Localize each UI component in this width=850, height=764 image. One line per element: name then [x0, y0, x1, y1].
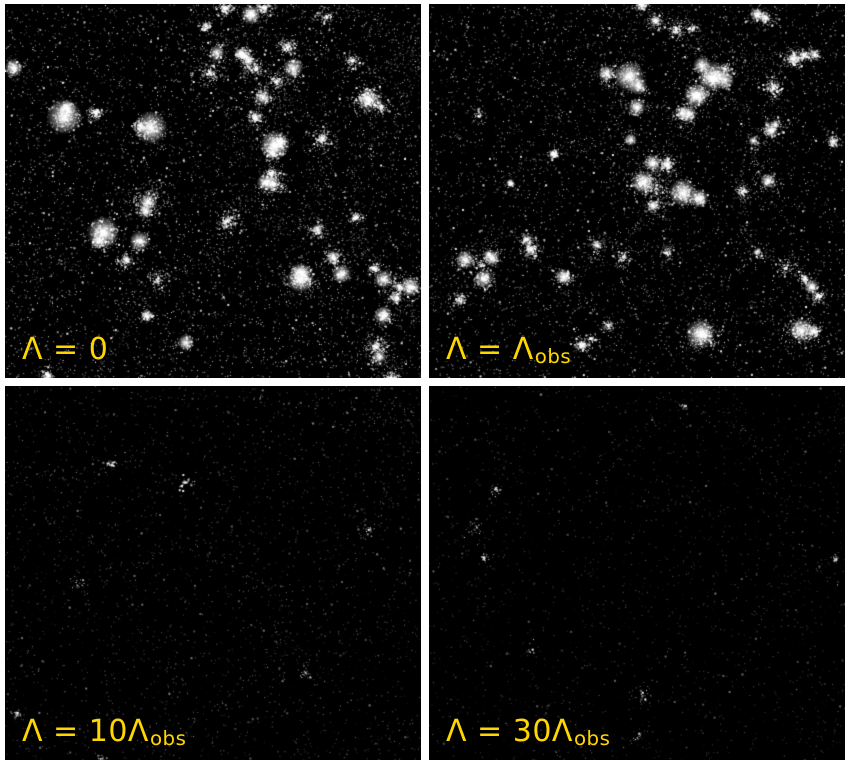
panel-lambda-0: Λ = 0: [5, 4, 421, 378]
panel-lambda-10obs: Λ = 10Λobs: [5, 386, 421, 760]
panel-label-lambda-30obs: Λ = 30Λobs: [446, 714, 611, 750]
panel-label-main: Λ = Λ: [446, 332, 534, 367]
starfield-canvas-lambda-30obs: [429, 386, 845, 760]
panel-label-subscript: obs: [149, 726, 187, 750]
panel-label-lambda-obs: Λ = Λobs: [446, 332, 572, 368]
starfield-canvas-lambda-obs: [429, 4, 845, 378]
panel-label-lambda-10obs: Λ = 10Λobs: [22, 714, 187, 750]
panel-label-main: Λ = 0: [22, 332, 109, 367]
starfield-canvas-lambda-10obs: [5, 386, 421, 760]
panel-label-main: Λ = 10Λ: [22, 714, 149, 749]
panel-label-main: Λ = 30Λ: [446, 714, 573, 749]
panel-lambda-obs: Λ = Λobs: [429, 4, 845, 378]
panel-label-subscript: obs: [573, 726, 611, 750]
panel-label-subscript: obs: [534, 344, 572, 368]
panel-label-lambda-0: Λ = 0: [22, 335, 109, 365]
starfield-canvas-lambda-0: [5, 4, 421, 378]
panel-lambda-30obs: Λ = 30Λobs: [429, 386, 845, 760]
